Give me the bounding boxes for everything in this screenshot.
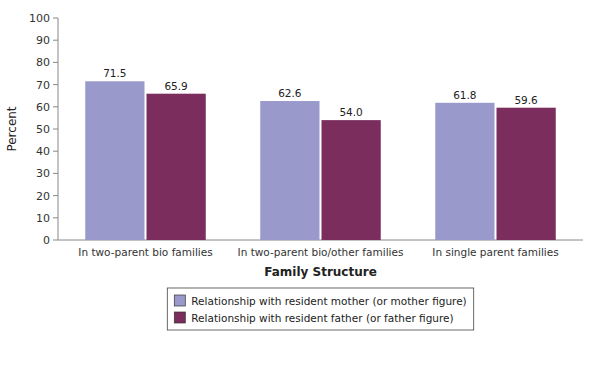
legend: Relationship with resident mother (or mo…	[167, 288, 473, 330]
legend-label: Relationship with resident mother (or mo…	[191, 295, 466, 307]
data-label: 59.6	[514, 94, 538, 106]
x-tick-label: In single parent families	[432, 246, 558, 258]
y-tick	[53, 84, 58, 85]
y-tick	[53, 18, 58, 19]
page: {"chart_data": {"type": "bar", "categori…	[0, 0, 597, 391]
chart: 0 10 20 30 40 50 60 70 80 90 100 Percent In two-pare…	[0, 0, 597, 391]
x-tick-label: In two-parent bio/other families	[238, 246, 404, 258]
y-tick	[53, 173, 58, 174]
data-labels: 71.5 62.6 61.8 65.9 54.0 59.6	[103, 67, 538, 118]
y-tick-label: 30	[36, 167, 50, 180]
y-tick-label: 80	[36, 56, 50, 69]
y-tick-label: 50	[36, 123, 50, 136]
data-label: 62.6	[278, 87, 302, 99]
bar	[85, 81, 144, 240]
x-axis: In two-parent bio families In two-parent …	[58, 240, 583, 258]
bar	[497, 108, 556, 240]
y-tick	[53, 240, 58, 241]
y-tick-label: 20	[36, 190, 50, 203]
y-tick	[53, 129, 58, 130]
y-tick-label: 90	[36, 34, 50, 47]
y-tick-label: 40	[36, 145, 50, 158]
y-tick-label: 70	[36, 79, 50, 92]
bar	[322, 120, 381, 240]
legend-swatch	[174, 295, 185, 306]
y-axis: 0 10 20 30 40 50 60 70 80 90 100	[29, 12, 58, 247]
y-tick-label: 0	[43, 234, 50, 247]
legend-label: Relationship with resident father (or fa…	[191, 312, 453, 324]
x-axis-label: Family Structure	[264, 265, 377, 279]
y-tick	[53, 151, 58, 152]
legend-frame	[167, 288, 473, 330]
data-label: 65.9	[164, 80, 187, 92]
y-tick-label: 10	[36, 212, 50, 225]
y-tick	[53, 195, 58, 196]
y-tick	[53, 217, 58, 218]
y-tick	[53, 40, 58, 41]
bar	[435, 103, 494, 240]
bar	[147, 94, 206, 240]
data-label: 54.0	[339, 106, 362, 118]
y-axis-label: Percent	[5, 106, 19, 151]
bars	[85, 81, 556, 240]
legend-swatch	[174, 312, 185, 323]
y-tick	[53, 106, 58, 107]
y-tick-label: 100	[29, 12, 50, 25]
x-tick-label: In two-parent bio families	[78, 246, 212, 258]
data-label: 71.5	[103, 67, 126, 79]
bar	[260, 101, 319, 240]
y-tick	[53, 62, 58, 63]
y-tick-label: 60	[36, 101, 50, 114]
data-label: 61.8	[453, 89, 476, 101]
